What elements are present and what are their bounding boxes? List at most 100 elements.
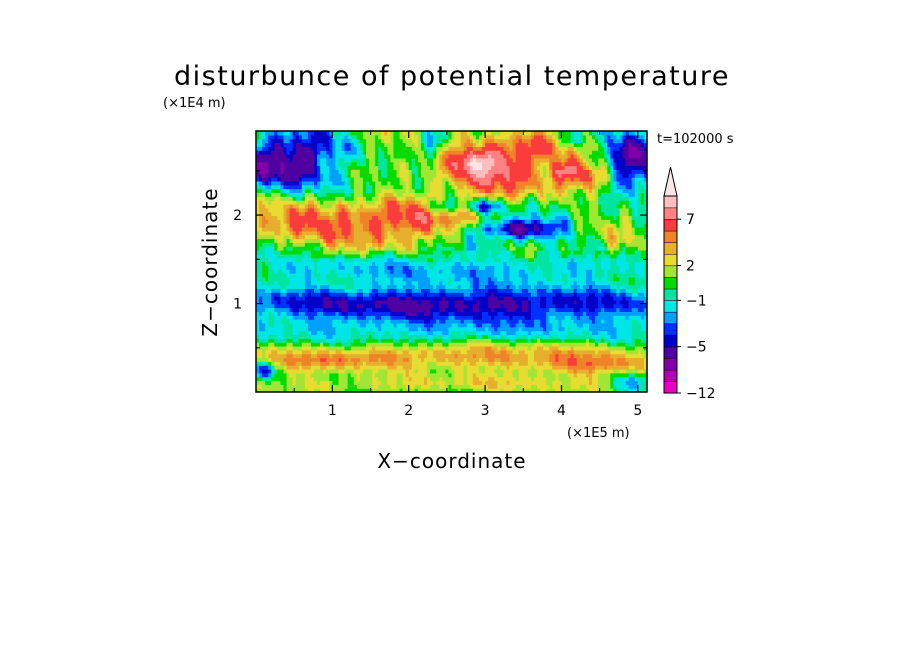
heatmap-cell <box>543 249 547 255</box>
heatmap-cell <box>439 345 443 351</box>
heatmap-cell <box>558 249 563 255</box>
heatmap-cell <box>298 257 303 263</box>
heatmap-cell <box>637 315 642 320</box>
heatmap-cell <box>558 276 563 282</box>
heatmap-cell <box>637 299 642 305</box>
heatmap-cell <box>411 242 416 247</box>
heatmap-cell <box>592 242 596 247</box>
heatmap-cell <box>518 249 523 255</box>
heatmap-cell <box>613 303 618 309</box>
heatmap-cell <box>604 265 608 270</box>
heatmap-cell <box>408 315 413 320</box>
heatmap-cell <box>301 376 306 382</box>
heatmap-cell <box>344 357 349 362</box>
heatmap-cell <box>540 269 544 274</box>
heatmap-cell <box>384 288 388 293</box>
heatmap-cell <box>463 330 468 336</box>
heatmap-cell <box>417 299 422 305</box>
heatmap-cell <box>506 280 511 286</box>
heatmap-cell <box>588 319 593 324</box>
heatmap-cell <box>619 246 624 251</box>
heatmap-cell <box>497 372 501 378</box>
heatmap-cell <box>372 319 376 324</box>
heatmap-cell <box>317 334 321 339</box>
heatmap-cell <box>592 361 596 366</box>
heatmap-cell <box>598 330 602 336</box>
heatmap-cell <box>604 384 608 389</box>
heatmap-cell <box>436 388 440 392</box>
heatmap-cell <box>301 345 306 351</box>
heatmap-cell <box>472 319 477 324</box>
heatmap-cell <box>256 280 260 286</box>
heatmap-cell <box>454 319 459 324</box>
heatmap-cell <box>500 380 505 385</box>
heatmap-cell <box>298 368 303 374</box>
heatmap-cell <box>430 253 434 259</box>
heatmap-cell <box>607 388 611 392</box>
heatmap-cell <box>619 269 624 274</box>
heatmap-cell <box>289 292 294 297</box>
heatmap-cell <box>491 246 495 251</box>
heatmap-cell <box>500 330 505 336</box>
heatmap-cell <box>631 322 636 328</box>
heatmap-cell <box>420 269 425 274</box>
heatmap-cell <box>558 292 563 297</box>
heatmap-cell <box>466 280 471 286</box>
heatmap-cell <box>320 265 324 270</box>
heatmap-cell <box>475 284 480 289</box>
heatmap-cell <box>408 349 413 355</box>
heatmap-cell <box>482 353 486 359</box>
heatmap-cell <box>405 269 410 274</box>
heatmap-cell <box>478 349 483 355</box>
heatmap-cell <box>543 349 547 355</box>
heatmap-cell <box>552 307 556 312</box>
heatmap-cell <box>259 342 263 347</box>
heatmap-cell <box>417 322 422 328</box>
heatmap-cell <box>295 338 300 343</box>
heatmap-cell <box>533 303 538 309</box>
heatmap-cell <box>610 349 614 355</box>
heatmap-cell <box>396 273 401 278</box>
heatmap-cell <box>326 361 330 366</box>
heatmap-cell <box>262 334 266 339</box>
heatmap-cell <box>488 284 492 289</box>
heatmap-cell <box>549 261 553 266</box>
heatmap-cell <box>329 315 333 320</box>
heatmap-cell <box>478 353 483 359</box>
heatmap-cell <box>439 330 443 336</box>
heatmap-cell <box>414 307 419 312</box>
heatmap-cell <box>552 342 556 347</box>
heatmap-cell <box>411 246 416 251</box>
heatmap-cell <box>637 319 642 324</box>
heatmap-cell <box>307 242 312 247</box>
heatmap-cell <box>442 322 446 328</box>
heatmap-cell <box>271 311 275 316</box>
heatmap-cell <box>375 265 379 270</box>
heatmap-cell <box>570 338 575 343</box>
heatmap-cell <box>509 384 514 389</box>
heatmap-cell <box>295 372 300 378</box>
heatmap-cell <box>289 353 294 359</box>
heatmap-cell <box>442 326 446 332</box>
heatmap-cell <box>607 357 611 362</box>
heatmap-cell <box>396 353 401 359</box>
heatmap-cell <box>307 368 312 374</box>
heatmap-cell <box>454 365 459 370</box>
heatmap-cell <box>304 388 309 392</box>
heatmap-cell <box>543 315 547 320</box>
heatmap-cell <box>521 326 526 332</box>
heatmap-cell <box>588 273 593 278</box>
heatmap-cell <box>622 257 627 263</box>
heatmap-cell <box>396 253 401 259</box>
heatmap-cell <box>317 345 321 351</box>
heatmap-cell <box>289 261 294 266</box>
heatmap-cell <box>384 242 388 247</box>
heatmap-cell <box>430 311 434 316</box>
heatmap-cell <box>543 253 547 259</box>
heatmap-cell <box>356 299 361 305</box>
heatmap-cell <box>564 384 569 389</box>
heatmap-cell <box>457 353 462 359</box>
heatmap-cell <box>475 299 480 305</box>
heatmap-cell <box>436 322 440 328</box>
heatmap-cell <box>543 368 547 374</box>
